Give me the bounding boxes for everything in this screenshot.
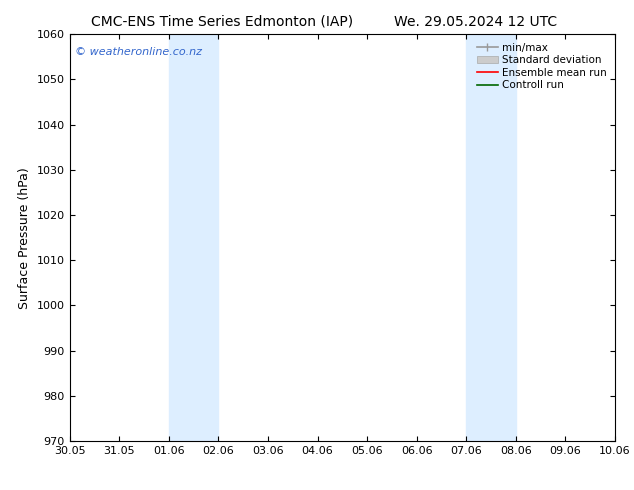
Text: We. 29.05.2024 12 UTC: We. 29.05.2024 12 UTC — [394, 15, 557, 29]
Bar — [466, 34, 516, 441]
Text: © weatheronline.co.nz: © weatheronline.co.nz — [75, 47, 202, 56]
Text: CMC-ENS Time Series Edmonton (IAP): CMC-ENS Time Series Edmonton (IAP) — [91, 15, 353, 29]
Legend: min/max, Standard deviation, Ensemble mean run, Controll run: min/max, Standard deviation, Ensemble me… — [474, 40, 610, 94]
Y-axis label: Surface Pressure (hPa): Surface Pressure (hPa) — [18, 167, 31, 309]
Bar — [169, 34, 219, 441]
